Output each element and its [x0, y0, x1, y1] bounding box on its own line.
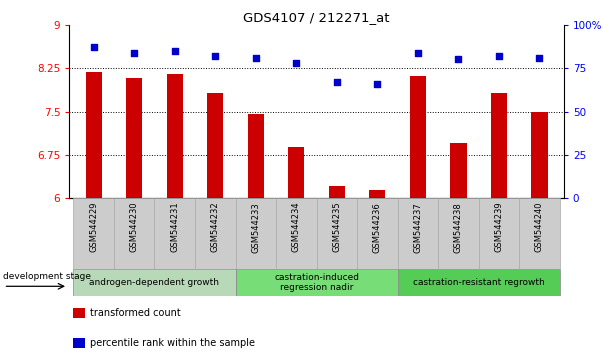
Point — [373, 81, 382, 87]
Text: GSM544230: GSM544230 — [130, 202, 139, 252]
Point — [453, 57, 463, 62]
Bar — [519, 198, 560, 269]
Bar — [276, 198, 317, 269]
Title: GDS4107 / 212271_at: GDS4107 / 212271_at — [244, 11, 390, 24]
Bar — [73, 338, 85, 348]
Bar — [397, 269, 560, 296]
Point — [494, 53, 504, 59]
Text: GSM544240: GSM544240 — [535, 202, 544, 252]
Text: GSM544239: GSM544239 — [494, 202, 504, 252]
Bar — [73, 308, 85, 318]
Text: GSM544236: GSM544236 — [373, 202, 382, 252]
Bar — [74, 269, 236, 296]
Point — [210, 53, 220, 59]
Bar — [438, 198, 479, 269]
Point — [332, 79, 342, 85]
Bar — [236, 198, 276, 269]
Bar — [357, 198, 397, 269]
Point — [535, 55, 545, 61]
Bar — [329, 185, 345, 198]
Text: GSM544233: GSM544233 — [251, 202, 260, 252]
Bar — [410, 76, 426, 198]
Text: castration-induced
regression nadir: castration-induced regression nadir — [274, 273, 359, 292]
Bar — [114, 198, 154, 269]
Text: GSM544229: GSM544229 — [89, 202, 98, 252]
Bar — [248, 114, 264, 198]
Bar — [450, 143, 467, 198]
Point — [89, 45, 98, 50]
Bar — [195, 198, 236, 269]
Text: GSM544238: GSM544238 — [454, 202, 463, 252]
Text: GSM544231: GSM544231 — [170, 202, 179, 252]
Text: development stage: development stage — [4, 272, 92, 281]
Bar — [74, 198, 114, 269]
Bar — [479, 198, 519, 269]
Bar — [317, 198, 357, 269]
Bar — [126, 78, 142, 198]
Bar — [531, 112, 548, 198]
Bar — [288, 147, 305, 198]
Text: GSM544235: GSM544235 — [332, 202, 341, 252]
Text: GSM544232: GSM544232 — [211, 202, 219, 252]
Bar — [166, 74, 183, 198]
Bar — [397, 198, 438, 269]
Text: GSM544237: GSM544237 — [414, 202, 422, 252]
Bar — [491, 93, 507, 198]
Bar — [86, 72, 102, 198]
Point — [251, 55, 260, 61]
Bar — [154, 198, 195, 269]
Point — [291, 60, 301, 66]
Bar — [236, 269, 397, 296]
Point — [170, 48, 180, 53]
Text: percentile rank within the sample: percentile rank within the sample — [90, 338, 255, 348]
Text: GSM544234: GSM544234 — [292, 202, 301, 252]
Point — [130, 50, 139, 55]
Text: androgen-dependent growth: androgen-dependent growth — [89, 278, 219, 287]
Bar — [207, 93, 223, 198]
Text: castration-resistant regrowth: castration-resistant regrowth — [413, 278, 545, 287]
Text: transformed count: transformed count — [90, 308, 181, 318]
Point — [413, 50, 423, 55]
Bar — [369, 190, 385, 198]
